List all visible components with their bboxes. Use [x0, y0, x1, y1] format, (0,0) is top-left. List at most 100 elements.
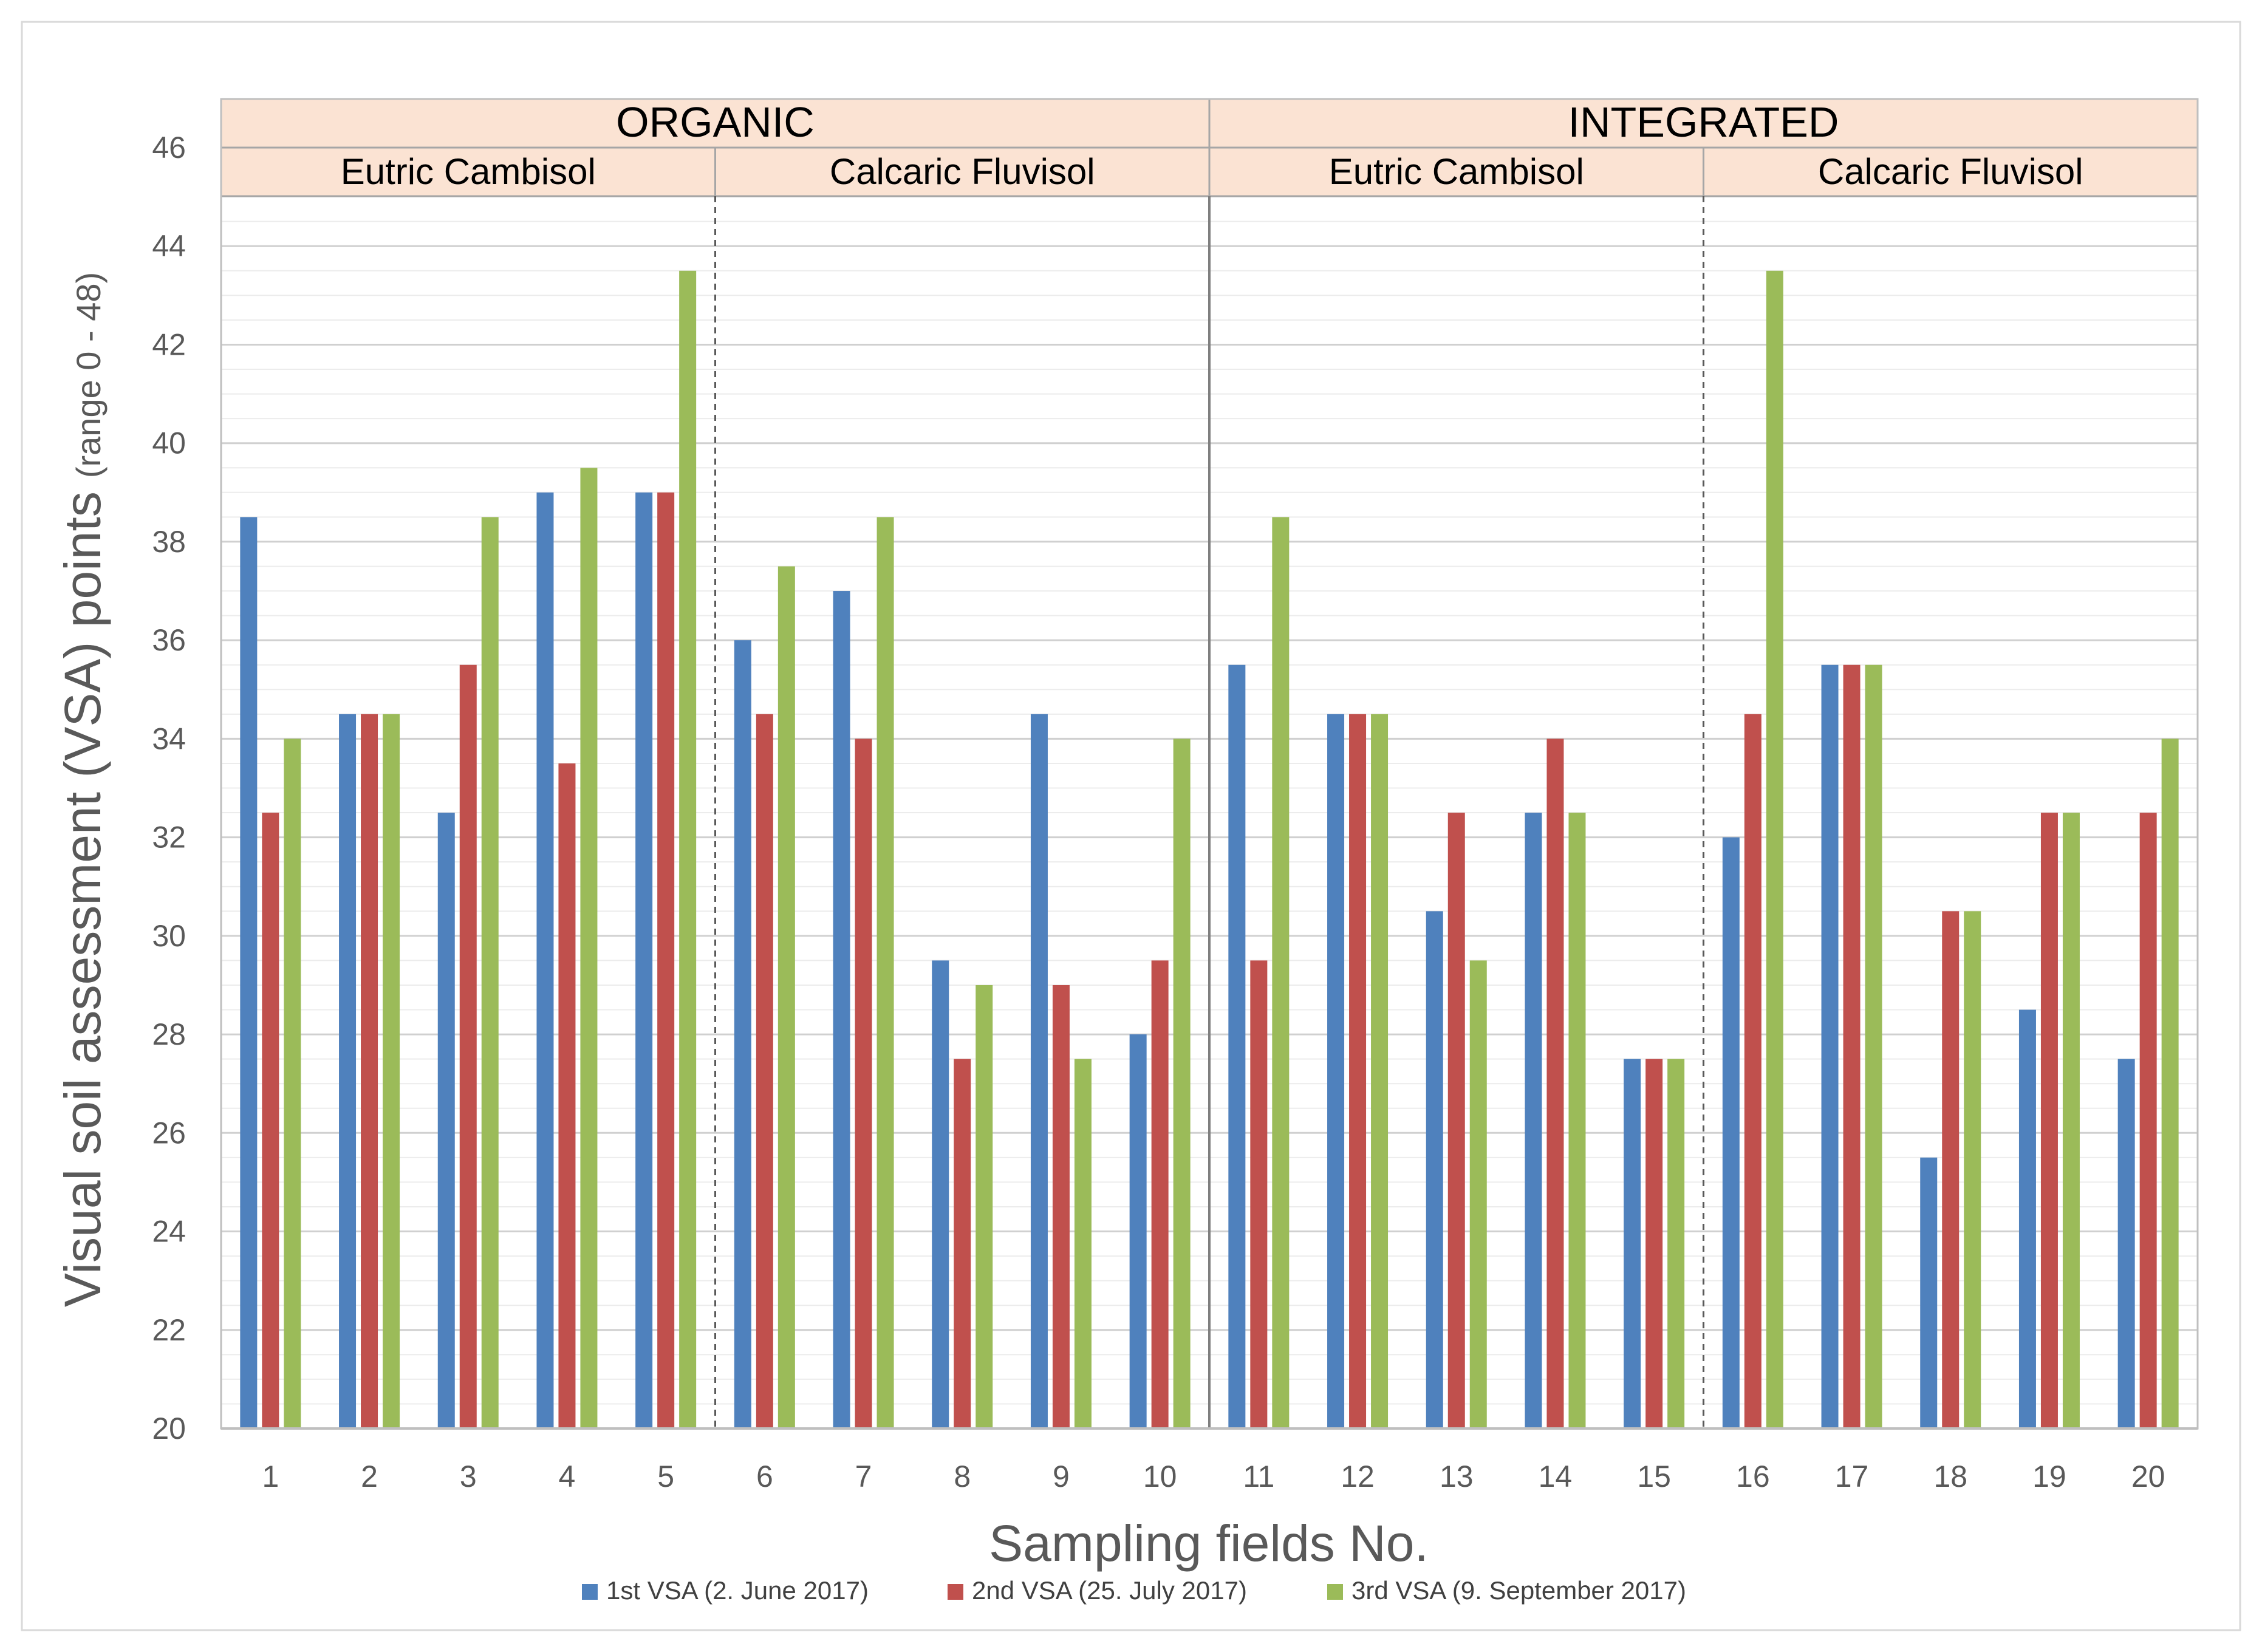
y-axis-label-main: Visual soil assessment (VSA) points — [54, 491, 111, 1307]
x-tick-label: 5 — [657, 1459, 674, 1493]
bar-field-17-series-2 — [1843, 664, 1861, 1428]
bar-field-12-series-3 — [1371, 714, 1389, 1428]
bar-field-13-series-3 — [1469, 960, 1487, 1428]
bar-field-7-series-3 — [876, 517, 894, 1428]
bar-field-9-series-2 — [1052, 985, 1070, 1428]
bar-field-1-series-2 — [262, 813, 279, 1428]
bar-field-20-series-1 — [2117, 1059, 2135, 1428]
x-tick-label: 9 — [1053, 1459, 1070, 1493]
bar-field-12-series-2 — [1349, 714, 1367, 1428]
bar-field-19-series-1 — [2018, 1009, 2036, 1428]
y-axis-label: Visual soil assessment (VSA) points (rang… — [54, 272, 111, 1307]
bar-field-3-series-3 — [481, 517, 499, 1428]
x-tick-label: 7 — [855, 1459, 872, 1493]
axes — [220, 98, 2199, 1430]
bar-field-11-series-2 — [1250, 960, 1268, 1428]
bars — [240, 270, 2179, 1429]
x-tick-label: 18 — [1933, 1459, 1967, 1493]
bar-field-1-series-1 — [240, 517, 258, 1428]
x-tick-label: 11 — [1243, 1459, 1274, 1493]
group-dividers — [714, 196, 1704, 1428]
y-tick-label: 42 — [152, 327, 186, 361]
bar-field-18-series-1 — [1920, 1157, 1938, 1428]
x-tick-label: 12 — [1341, 1459, 1375, 1493]
x-tick-label: 20 — [2131, 1459, 2165, 1493]
bar-field-19-series-3 — [2062, 813, 2080, 1428]
bar-field-14-series-3 — [1568, 813, 1586, 1428]
bar-field-5-series-1 — [635, 492, 653, 1429]
y-tick-label: 28 — [152, 1017, 186, 1051]
bar-field-15-series-1 — [1624, 1059, 1641, 1428]
x-tick-label: 4 — [559, 1459, 576, 1493]
bar-field-9-series-3 — [1074, 1059, 1092, 1428]
bar-field-6-series-1 — [734, 640, 751, 1428]
x-tick-label: 14 — [1539, 1459, 1573, 1493]
bar-field-2-series-2 — [361, 714, 378, 1428]
bar-field-2-series-1 — [339, 714, 357, 1428]
bar-field-8-series-1 — [932, 960, 949, 1428]
bar-field-8-series-3 — [976, 985, 993, 1428]
bar-field-16-series-3 — [1766, 270, 1783, 1428]
y-tick-label: 30 — [152, 919, 186, 953]
bar-field-11-series-3 — [1272, 517, 1290, 1428]
y-tick-label: 44 — [152, 229, 186, 263]
bar-field-5-series-3 — [679, 270, 697, 1428]
bar-field-14-series-1 — [1525, 813, 1542, 1428]
x-tick-label: 16 — [1736, 1459, 1770, 1493]
bar-field-20-series-3 — [2161, 739, 2179, 1428]
y-tick-label: 38 — [152, 525, 186, 559]
legend-swatch — [582, 1584, 598, 1600]
x-tick-label: 13 — [1440, 1459, 1474, 1493]
group-header-label: INTEGRATED — [1568, 98, 1839, 146]
bar-field-13-series-1 — [1426, 911, 1443, 1428]
bar-field-10-series-3 — [1173, 739, 1191, 1428]
legend-label: 3rd VSA (9. September 2017) — [1351, 1576, 1686, 1605]
bar-field-1-series-3 — [284, 739, 301, 1428]
y-tick-label: 46 — [152, 131, 186, 165]
bar-field-6-series-2 — [756, 714, 773, 1428]
bar-field-10-series-2 — [1151, 960, 1169, 1428]
bar-field-4-series-3 — [580, 468, 598, 1428]
soil-header-cell — [1703, 146, 2199, 197]
bar-field-3-series-1 — [437, 813, 455, 1428]
legend-swatch — [1327, 1584, 1343, 1600]
group-headers: ORGANIC INTEGRATED Eutric Cambisol Calcaric… — [220, 98, 2199, 197]
group-header-label: ORGANIC — [616, 98, 815, 146]
soil-header-cell — [1208, 146, 1704, 197]
soil-header-label: Eutric Cambisol — [1329, 151, 1584, 192]
y-tick-label: 26 — [152, 1116, 186, 1150]
x-axis-label: Sampling fields No. — [989, 1515, 1429, 1572]
y-tick-label: 34 — [152, 722, 186, 756]
bar-field-17-series-3 — [1865, 664, 1882, 1428]
y-tick-label: 24 — [152, 1215, 186, 1249]
x-tick-label: 1 — [262, 1459, 279, 1493]
soil-header-label: Calcaric Fluvisol — [1818, 151, 2083, 192]
x-tick-label: 2 — [361, 1459, 378, 1493]
bar-field-16-series-2 — [1744, 714, 1761, 1428]
bar-field-4-series-2 — [558, 763, 576, 1428]
soil-header-label: Eutric Cambisol — [341, 151, 596, 192]
bar-field-18-series-3 — [1964, 911, 1981, 1428]
bar-field-15-series-3 — [1667, 1059, 1685, 1428]
bar-field-17-series-1 — [1821, 664, 1839, 1428]
bar-field-13-series-2 — [1447, 813, 1465, 1428]
bar-field-15-series-2 — [1645, 1059, 1663, 1428]
y-tick-label: 22 — [152, 1313, 186, 1347]
bar-field-6-series-3 — [777, 566, 795, 1429]
x-tick-label: 19 — [2032, 1459, 2066, 1493]
y-tick-label: 32 — [152, 821, 186, 855]
legend-swatch — [948, 1584, 963, 1600]
x-tick-label: 6 — [756, 1459, 773, 1493]
legend: 1st VSA (2. June 2017) 2nd VSA (25. July … — [582, 1576, 1686, 1605]
y-tick-label: 40 — [152, 426, 186, 460]
bar-field-11-series-1 — [1228, 664, 1246, 1428]
bar-field-2-series-3 — [383, 714, 400, 1428]
y-tick-labels: 20 22 24 26 28 30 32 34 36 38 40 42 44 46 — [152, 131, 186, 1445]
bar-field-8-series-2 — [954, 1059, 971, 1428]
bar-field-12-series-1 — [1327, 714, 1345, 1428]
y-tick-label: 36 — [152, 623, 186, 657]
bar-field-7-series-1 — [833, 591, 850, 1428]
bar-field-7-series-2 — [855, 739, 872, 1428]
bar-field-14-series-2 — [1546, 739, 1564, 1428]
